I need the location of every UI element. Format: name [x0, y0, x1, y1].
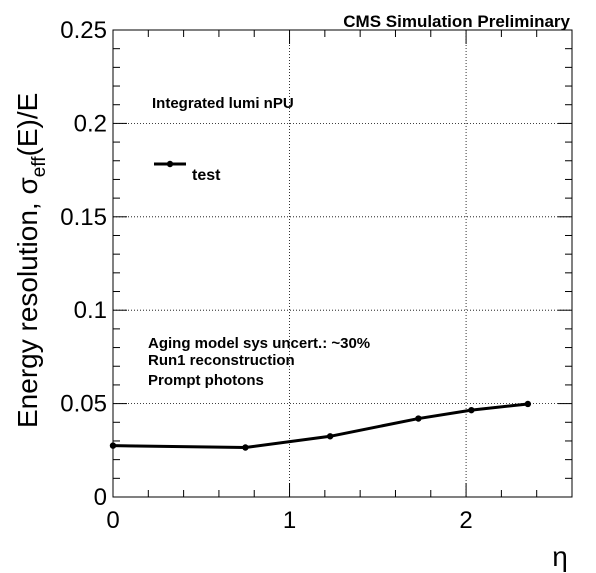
x-tick-label: 0: [106, 507, 119, 534]
legend-point-marker: [166, 160, 174, 168]
x-tick-label: 1: [283, 507, 296, 534]
series-layer: [109, 400, 532, 451]
axis-ticks: [112, 29, 573, 498]
data-point: [524, 400, 532, 408]
tick-labels: 0 1 2 0 0.05 0.1 0.15 0.2 0.25: [60, 17, 472, 534]
data-point: [415, 415, 422, 422]
y-axis-label-subscript: eff: [29, 156, 50, 178]
x-axis-label: η: [552, 541, 568, 572]
lumi-annotation: Integrated lumi nPU: [152, 95, 294, 112]
note-reconstruction: Run1 reconstruction: [148, 352, 295, 369]
data-point: [326, 433, 334, 440]
plot-frame: [112, 29, 573, 498]
y-tick-label: 0: [94, 484, 107, 511]
y-axis-label: Energy resolution, σeff(E)/E: [12, 93, 50, 428]
y-tick-label: 0.15: [60, 204, 107, 231]
y-tick-label: 0.05: [60, 391, 107, 418]
y-tick-label: 0.2: [74, 110, 107, 137]
series-line: [112, 402, 529, 449]
data-point: [109, 442, 117, 449]
data-point: [242, 444, 249, 451]
y-tick-label: 0.1: [74, 297, 107, 324]
data-point: [468, 406, 475, 414]
x-tick-label: 2: [459, 507, 472, 534]
note-photons: Prompt photons: [148, 372, 264, 389]
y-axis-label-main: Energy resolution, σ: [12, 177, 43, 428]
legend: test: [154, 160, 221, 184]
y-axis-label-tail: (E)/E: [12, 93, 43, 157]
cms-label: CMS Simulation Preliminary: [343, 12, 570, 31]
y-tick-label: 0.25: [60, 17, 107, 44]
note-aging: Aging model sys uncert.: ~30%: [148, 335, 370, 352]
legend-entry-test: test: [192, 167, 221, 184]
